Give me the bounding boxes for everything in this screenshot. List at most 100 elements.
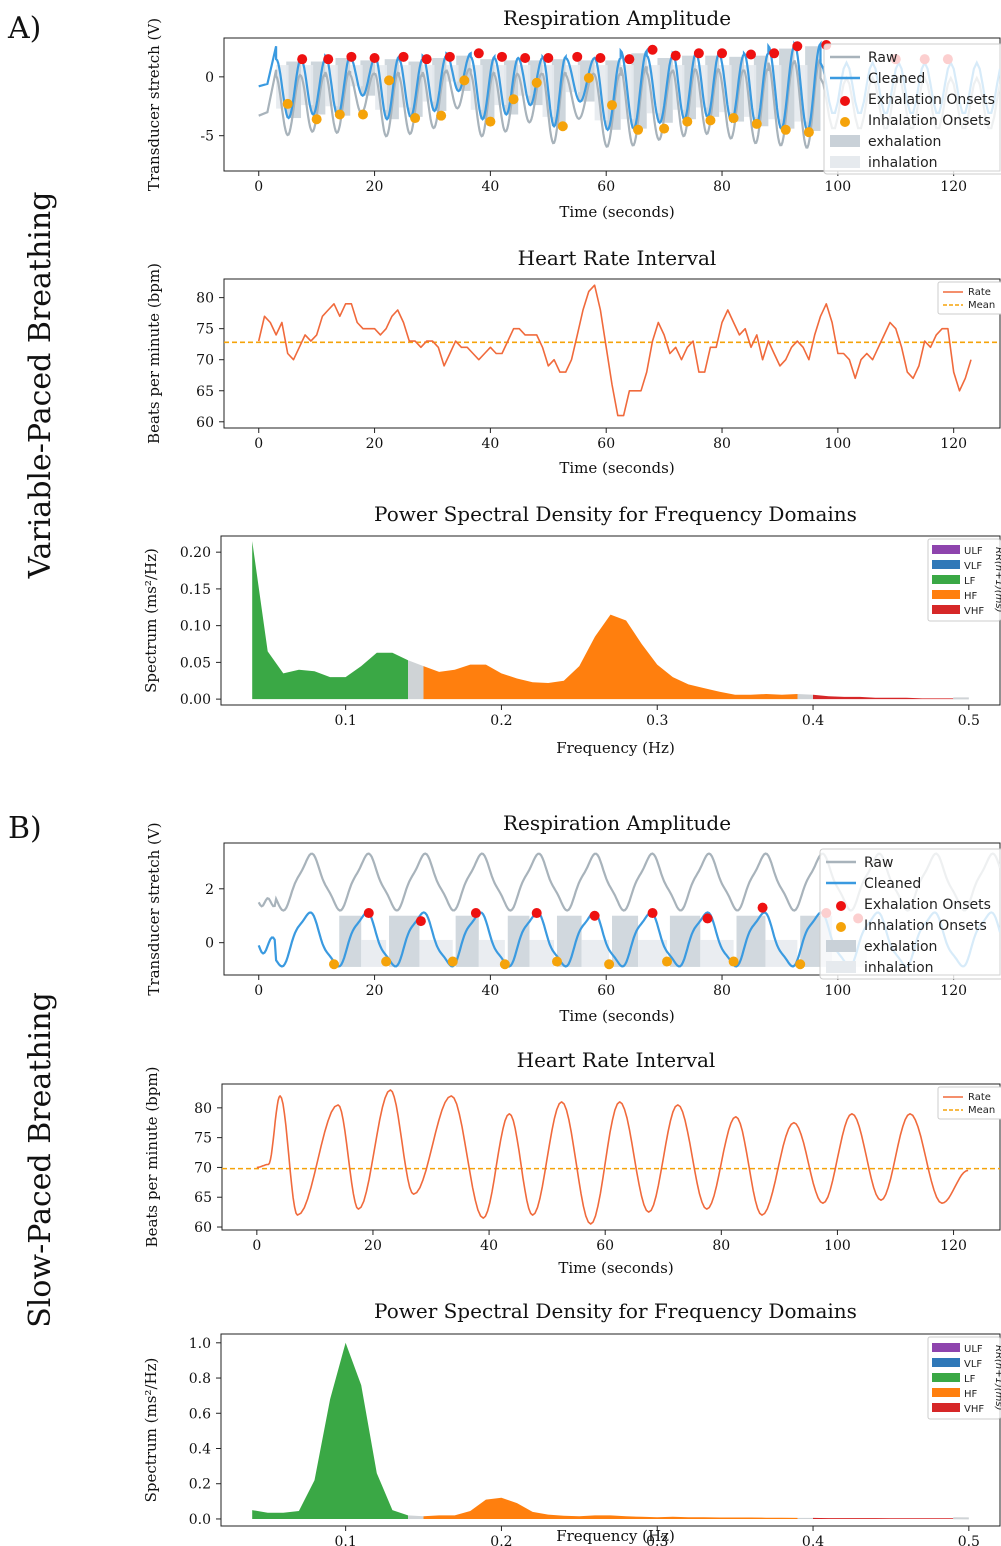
exhalation-shade (556, 915, 582, 967)
legend-label: ULF (964, 546, 983, 557)
y-tick-label: 0.4 (189, 1441, 211, 1457)
x-tick-label: 120 (940, 436, 967, 452)
exhalation-onset-point (415, 916, 426, 927)
x-tick-label: 0.2 (490, 713, 512, 729)
legend-box (927, 1336, 1001, 1420)
y-axis-label: Transducer stretch (V) (145, 18, 163, 191)
legend-box (937, 1086, 1001, 1120)
legend-label: VLF (964, 561, 982, 572)
exhalation-onset-point (369, 53, 380, 64)
x-axis-label: Time (seconds) (559, 1007, 674, 1025)
x-tick-label: 0 (254, 983, 263, 999)
exhalation-onset-point (693, 48, 704, 59)
x-tick-label: 0.5 (958, 1534, 980, 1546)
legend-box (823, 43, 1001, 175)
psd-band-vhf (813, 694, 954, 700)
legend: Raw Cleaned Exhalation Onsets Inhalation On… (819, 848, 1001, 980)
legend-label: Exhalation Onsets (868, 92, 995, 108)
legend-dot-swatch (836, 901, 846, 911)
x-tick-label: 60 (597, 983, 615, 999)
x-axis-label: Time (seconds) (559, 459, 674, 477)
x-tick-label: 40 (481, 179, 499, 195)
y-tick-label: 65 (194, 1190, 212, 1206)
x-tick-label: 100 (824, 436, 851, 452)
psd-chart: Power Spectral Density for Frequency Dom… (142, 1299, 1001, 1546)
legend-swatch-vlf (932, 560, 960, 569)
legend-swatch-hf (932, 1388, 960, 1397)
psd-band-gap (408, 1515, 424, 1519)
legend-label: exhalation (868, 134, 941, 150)
psd-band-lf (252, 541, 408, 700)
psd-chart: Power Spectral Density for Frequency Dom… (142, 502, 1001, 757)
y-tick-label: 0.10 (180, 619, 211, 635)
legend-label: VLF (964, 1359, 982, 1370)
exhalation-onset-point (647, 908, 658, 919)
legend-box (819, 848, 1001, 980)
exhalation-onset-point (745, 49, 756, 60)
psd-band-vhf (813, 1517, 954, 1519)
x-tick-label: 40 (481, 436, 499, 452)
rate-line (257, 284, 972, 417)
y-tick-label: 0.2 (189, 1477, 211, 1493)
exhalation-onset-point (444, 51, 455, 62)
exhalation-onset-point (589, 910, 600, 921)
chart-title: Respiration Amplitude (503, 811, 731, 835)
legend-label: Cleaned (868, 71, 925, 87)
inhalation-onset-point (662, 956, 673, 967)
x-tick-label: 20 (364, 1238, 382, 1254)
exhalation-onset-point (757, 902, 768, 913)
inhalation-onset-point (795, 959, 806, 970)
x-tick-label: 60 (597, 436, 615, 452)
legend: Rate Mean (937, 281, 1001, 315)
legend-swatch-ulf (932, 545, 960, 554)
x-tick-label: 80 (713, 436, 731, 452)
psd-band-lf (252, 1342, 408, 1519)
legend-label: HF (964, 591, 978, 602)
x-tick-label: 0.4 (802, 713, 824, 729)
side-axis-text: RR(n+1)(ms) (993, 547, 1001, 613)
chart-title: Power Spectral Density for Frequency Dom… (374, 502, 857, 526)
inhalation-onset-point (583, 73, 594, 84)
inhalation-onset-point (557, 121, 568, 132)
chart-title: Heart Rate Interval (518, 246, 717, 270)
y-tick-label: 60 (196, 415, 214, 431)
side-label-slow: Slow-Paced Breathing (23, 992, 58, 1328)
legend-label: HF (964, 1389, 978, 1400)
y-axis-label: Beats per minute (bpm) (143, 1067, 161, 1248)
x-tick-label: 0.3 (646, 713, 668, 729)
inhalation-onset-point (499, 959, 510, 970)
legend-swatch-ulf (932, 1343, 960, 1352)
psd-band-gap (797, 1517, 813, 1519)
x-tick-label: 0 (254, 179, 263, 195)
x-tick-label: 80 (713, 179, 731, 195)
legend-label: Raw (868, 50, 897, 66)
legend-swatch-vlf (932, 1358, 960, 1367)
legend: ULF VLF LF HF VHF RR(n+1)(ms) (927, 538, 1001, 622)
exhalation-onset-point (572, 51, 583, 62)
legend-label: Mean (968, 300, 995, 311)
inhalation-onset-point (447, 956, 458, 967)
y-tick-label: 65 (196, 384, 214, 400)
respiration-chart-a: Respiration Amplitude Time (seconds) Trans… (145, 6, 1001, 221)
legend-box-swatch (826, 940, 856, 952)
x-tick-label: 20 (366, 179, 384, 195)
exhalation-onset-point (496, 51, 507, 62)
exhalation-onset-point (717, 48, 728, 59)
inhalation-onset-point (381, 956, 392, 967)
exhalation-onset-point (624, 54, 635, 65)
legend-label: exhalation (864, 939, 937, 955)
y-tick-label: 0.05 (180, 655, 211, 671)
exhalation-onset-point (520, 53, 531, 64)
legend-swatch-lf (932, 1373, 960, 1382)
x-tick-label: 100 (824, 179, 851, 195)
x-tick-label: 20 (366, 983, 384, 999)
x-tick-label: 0 (252, 1238, 261, 1254)
exhalation-onset-point (543, 53, 554, 64)
legend-label: Mean (968, 1105, 995, 1116)
inhalation-onset-point (329, 959, 340, 970)
legend-label: inhalation (864, 960, 934, 976)
y-tick-label: 80 (194, 1101, 212, 1117)
inhalation-onset-point (682, 116, 693, 127)
inhalation-onset-point (282, 98, 293, 109)
